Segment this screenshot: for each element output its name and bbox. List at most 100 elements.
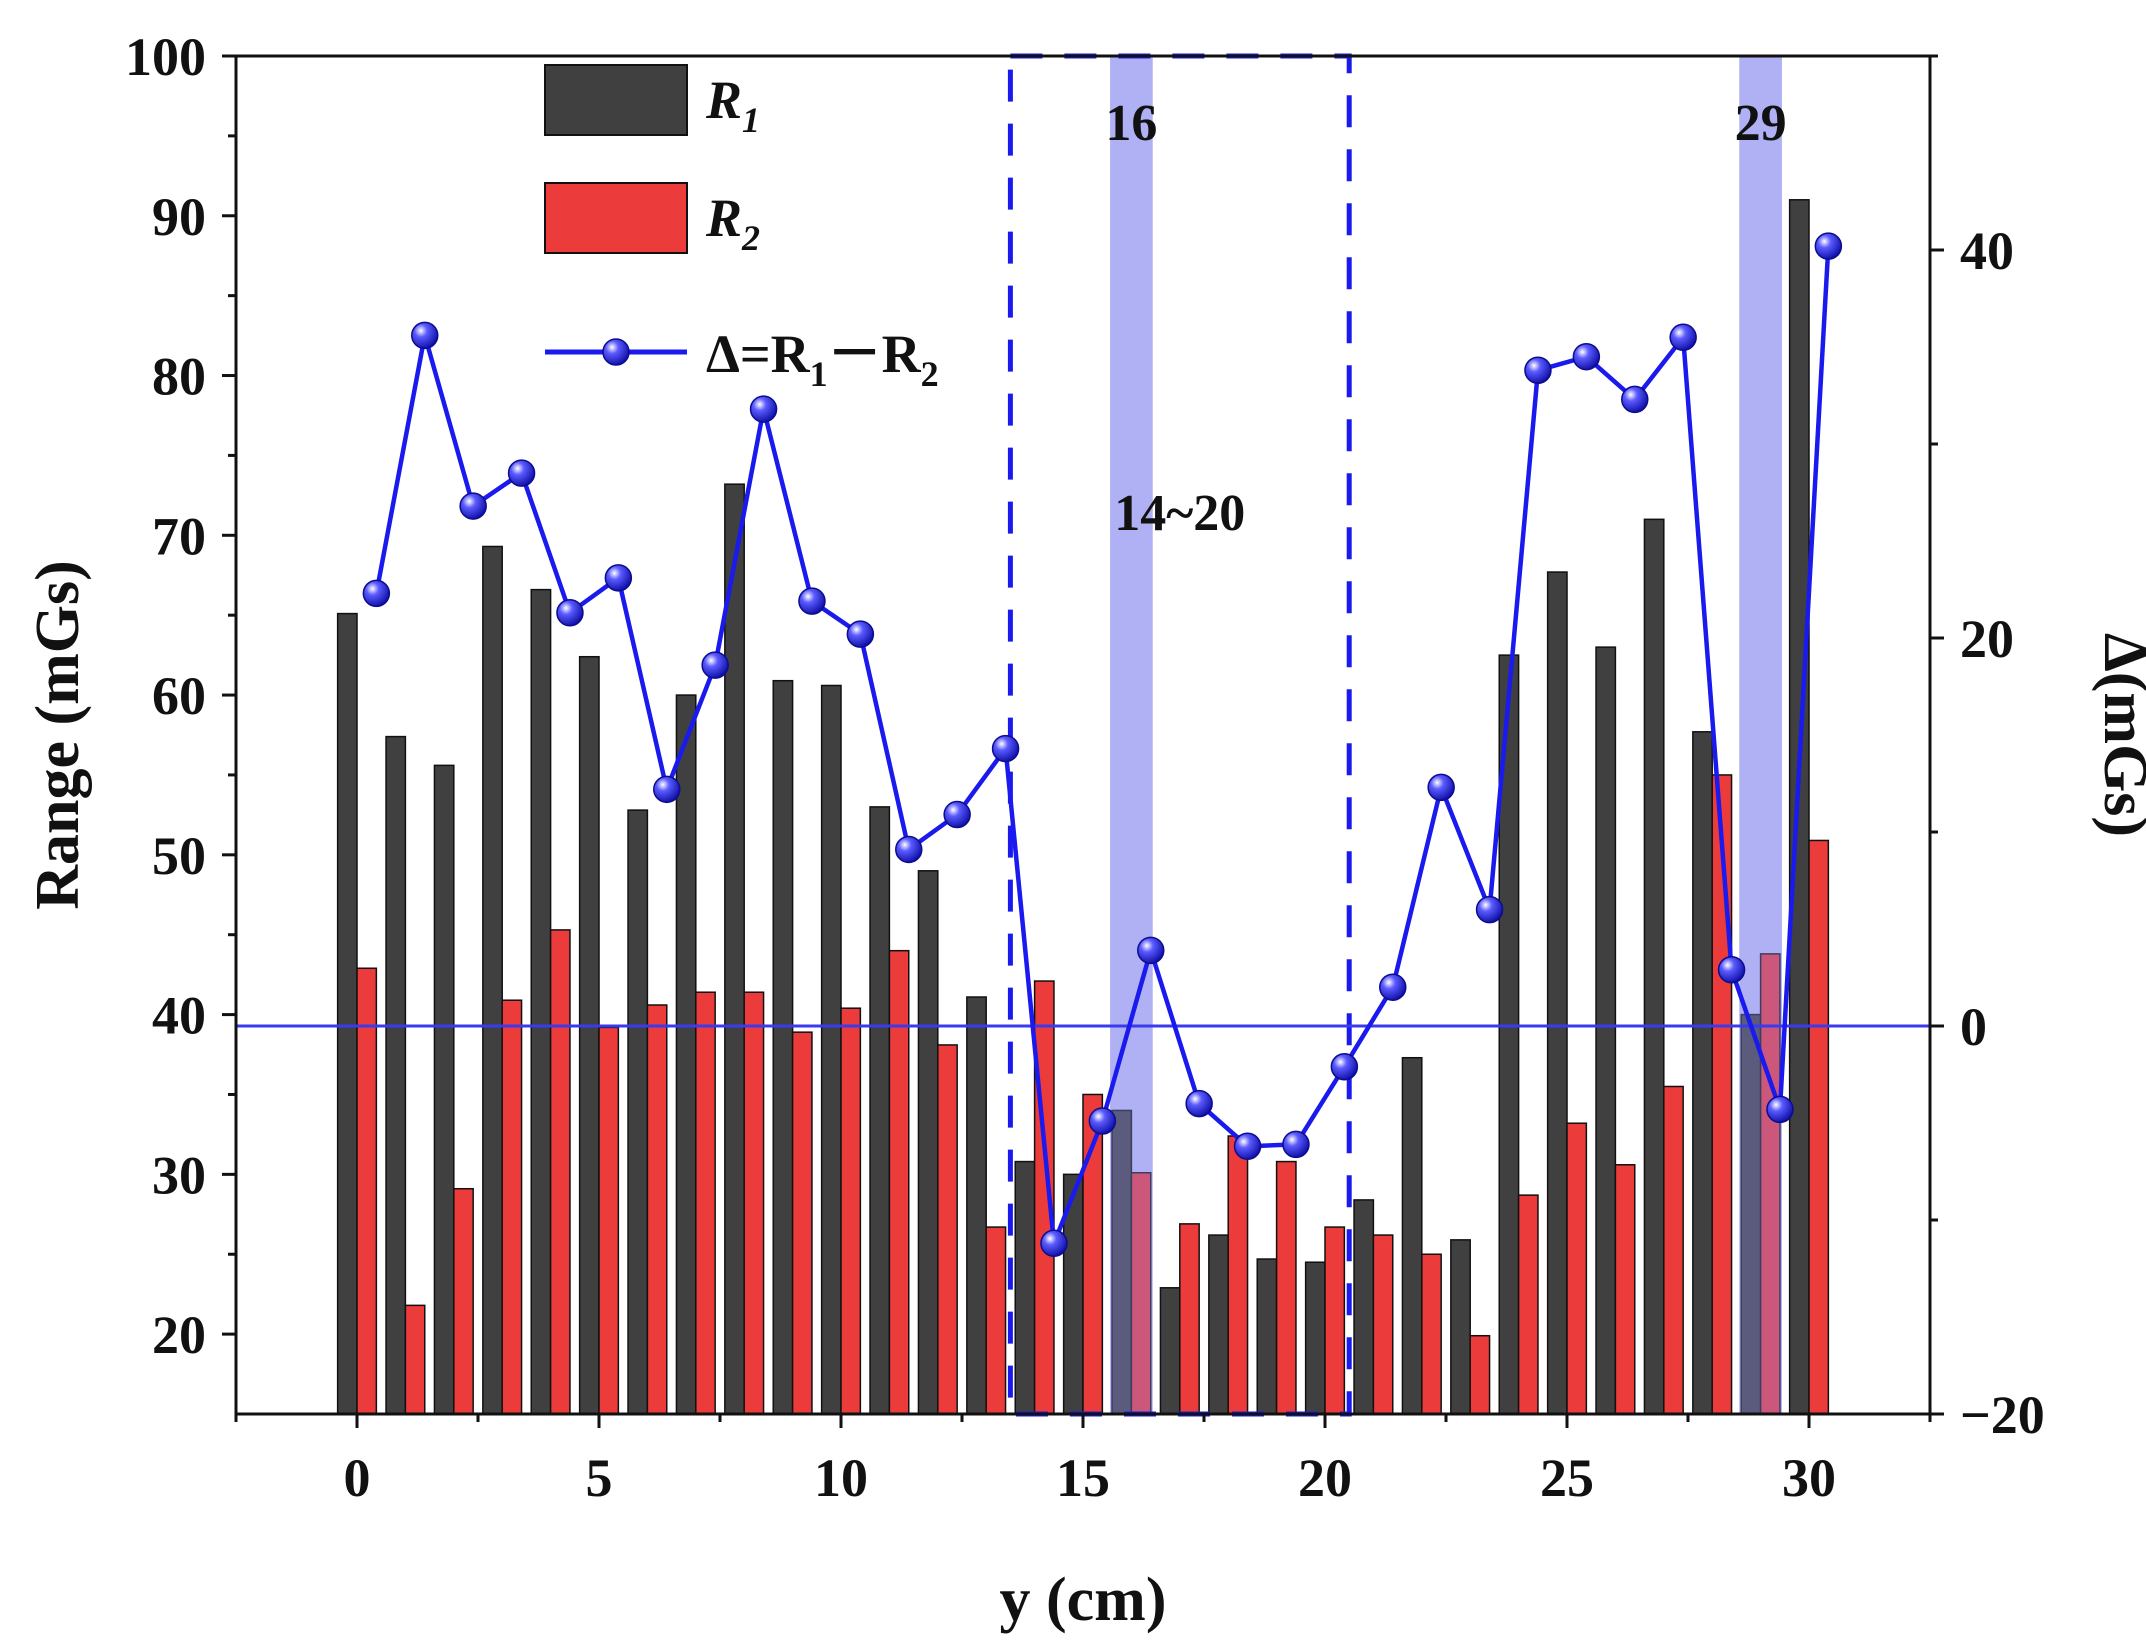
delta-point-13.4 bbox=[991, 734, 1020, 763]
bar-r1-23 bbox=[1450, 1239, 1471, 1415]
bar-r1-4 bbox=[530, 588, 552, 1415]
y-left-tick-label-50: 50 bbox=[152, 826, 206, 886]
delta-point-24.4 bbox=[1524, 356, 1552, 385]
bar-r2-10 bbox=[840, 1007, 862, 1415]
delta-point-17.4 bbox=[1185, 1089, 1213, 1118]
legend-delta-sub2: 2 bbox=[921, 354, 939, 394]
region-label: 14~20 bbox=[1114, 485, 1245, 542]
y-left-tick-label-60: 60 bbox=[152, 666, 206, 726]
bar-r2-12 bbox=[937, 1044, 958, 1415]
x-tick-label-25: 25 bbox=[1540, 1448, 1594, 1508]
bar-r1-1 bbox=[385, 735, 407, 1415]
bar-r2-21 bbox=[1372, 1234, 1394, 1415]
bar-r2-5 bbox=[598, 1026, 620, 1415]
y-right-tick-label-−20: −20 bbox=[1960, 1385, 2045, 1445]
legend-swatch-r1 bbox=[544, 64, 688, 136]
delta-point-21.4 bbox=[1379, 973, 1407, 1001]
bar-r2-9 bbox=[791, 1031, 813, 1415]
y-right-tick-label-20: 20 bbox=[1960, 609, 2014, 669]
legend-label-r2-main: R bbox=[705, 188, 742, 248]
bar-r2-13 bbox=[985, 1226, 1007, 1415]
bar-r2-3 bbox=[501, 999, 523, 1415]
legend-label-r1-sub: 1 bbox=[742, 100, 760, 140]
y-left-axis-title: Range (mGs) bbox=[24, 560, 92, 910]
bar-r2-30 bbox=[1808, 839, 1830, 1415]
bar-r2-26 bbox=[1614, 1164, 1636, 1415]
bar-r1-12 bbox=[917, 870, 939, 1415]
y-left-tick-label-30: 30 bbox=[152, 1145, 206, 1205]
axes: 0 5 10 15 20 25 30 20 30 40 50 60 70 80 90 100 −20 0 20 40 bbox=[125, 27, 2045, 1508]
bar-r2-18 bbox=[1227, 1135, 1249, 1415]
y-left-tick-label-80: 80 bbox=[152, 347, 206, 407]
bar-r2-7 bbox=[695, 991, 716, 1415]
delta-point-16.4 bbox=[1137, 936, 1165, 965]
bar-r1-14 bbox=[1014, 1160, 1036, 1415]
legend-label-r2-sub: 2 bbox=[741, 218, 760, 258]
highlight-label-16: 16 bbox=[1105, 95, 1157, 152]
delta-point-18.4 bbox=[1233, 1132, 1262, 1161]
legend-label-delta: Δ=R1－R2 bbox=[706, 324, 939, 394]
annotations: 16 29 14~20 y (cm) Range (mGs) Δ(mGs) bbox=[24, 95, 2146, 1634]
legend-delta-main: Δ=R bbox=[706, 324, 811, 384]
delta-point-0.4 bbox=[362, 579, 391, 608]
bar-r2-22 bbox=[1421, 1253, 1442, 1415]
bar-r1-6 bbox=[627, 809, 649, 1415]
x-tick-label-5: 5 bbox=[586, 1448, 613, 1508]
bar-r2-8 bbox=[743, 991, 765, 1415]
bar-r2-4 bbox=[549, 929, 571, 1415]
bar-r1-10 bbox=[820, 684, 842, 1415]
bar-r1-20 bbox=[1304, 1261, 1326, 1415]
x-tick-label-15: 15 bbox=[1056, 1448, 1110, 1508]
delta-point-12.4 bbox=[943, 800, 971, 829]
bar-r1-8 bbox=[724, 483, 745, 1415]
bar-r1-11 bbox=[869, 806, 891, 1415]
bar-r2-24 bbox=[1517, 1194, 1539, 1415]
delta-point-7.4 bbox=[701, 651, 729, 679]
delta-point-14.4 bbox=[1040, 1229, 1068, 1258]
bar-r2-6 bbox=[646, 1004, 668, 1415]
bar-r2-23 bbox=[1469, 1334, 1491, 1415]
bar-r2-19 bbox=[1275, 1160, 1297, 1415]
bar-r1-3 bbox=[482, 545, 503, 1415]
y-left-tick-label-70: 70 bbox=[152, 506, 206, 566]
bar-r2-1 bbox=[404, 1304, 426, 1415]
bar-r2-2 bbox=[453, 1187, 474, 1415]
delta-point-9.4 bbox=[798, 587, 826, 615]
legend-swatch-r2 bbox=[544, 182, 688, 254]
y-left-tick-label-100: 100 bbox=[125, 27, 206, 87]
legend-marker-delta bbox=[602, 338, 630, 366]
delta-point-22.4 bbox=[1427, 773, 1455, 802]
x-axis-title: y (cm) bbox=[1000, 1566, 1167, 1634]
legend-label-r2: R2 bbox=[705, 188, 760, 258]
bar-r1-5 bbox=[578, 655, 600, 1415]
delta-point-5.4 bbox=[604, 564, 633, 592]
delta-point-25.4 bbox=[1572, 342, 1601, 371]
bar-r1-25 bbox=[1546, 571, 1568, 1415]
y-left-tick-label-40: 40 bbox=[152, 986, 206, 1046]
highlight-label-29: 29 bbox=[1735, 95, 1787, 152]
delta-point-1.4 bbox=[411, 321, 439, 350]
delta-point-28.4 bbox=[1717, 955, 1746, 984]
legend-delta-sub1: 1 bbox=[810, 354, 828, 394]
bar-r1-18 bbox=[1208, 1234, 1229, 1415]
legend-label-r1: R1 bbox=[705, 70, 760, 140]
bar-r1-22 bbox=[1401, 1056, 1423, 1415]
bar-r2-0 bbox=[356, 967, 378, 1415]
highlight-overlay-29 bbox=[1739, 56, 1782, 1414]
delta-point-15.4 bbox=[1088, 1107, 1117, 1135]
bar-r2-25 bbox=[1566, 1122, 1588, 1415]
delta-point-10.4 bbox=[846, 620, 875, 648]
y-left-tick-label-20: 20 bbox=[152, 1305, 206, 1365]
x-tick-label-20: 20 bbox=[1298, 1448, 1352, 1508]
y-left-tick-label-90: 90 bbox=[152, 187, 206, 247]
bar-r1-28 bbox=[1692, 731, 1713, 1415]
bar-r1-17 bbox=[1159, 1287, 1181, 1415]
bar-r1-9 bbox=[772, 679, 794, 1415]
delta-point-19.4 bbox=[1282, 1130, 1310, 1159]
bar-r1-0 bbox=[336, 612, 358, 1415]
delta-point-11.4 bbox=[895, 835, 923, 864]
highlight-overlay-16 bbox=[1110, 56, 1153, 1414]
delta-line-series bbox=[362, 232, 1843, 1258]
x-tick-label-10: 10 bbox=[814, 1448, 868, 1508]
